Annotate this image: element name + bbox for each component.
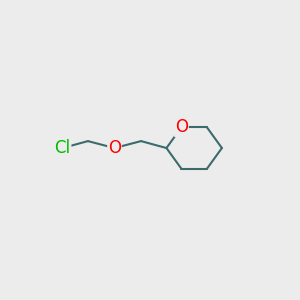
Text: O: O bbox=[175, 118, 188, 136]
Text: O: O bbox=[108, 139, 121, 157]
Text: Cl: Cl bbox=[54, 139, 70, 157]
